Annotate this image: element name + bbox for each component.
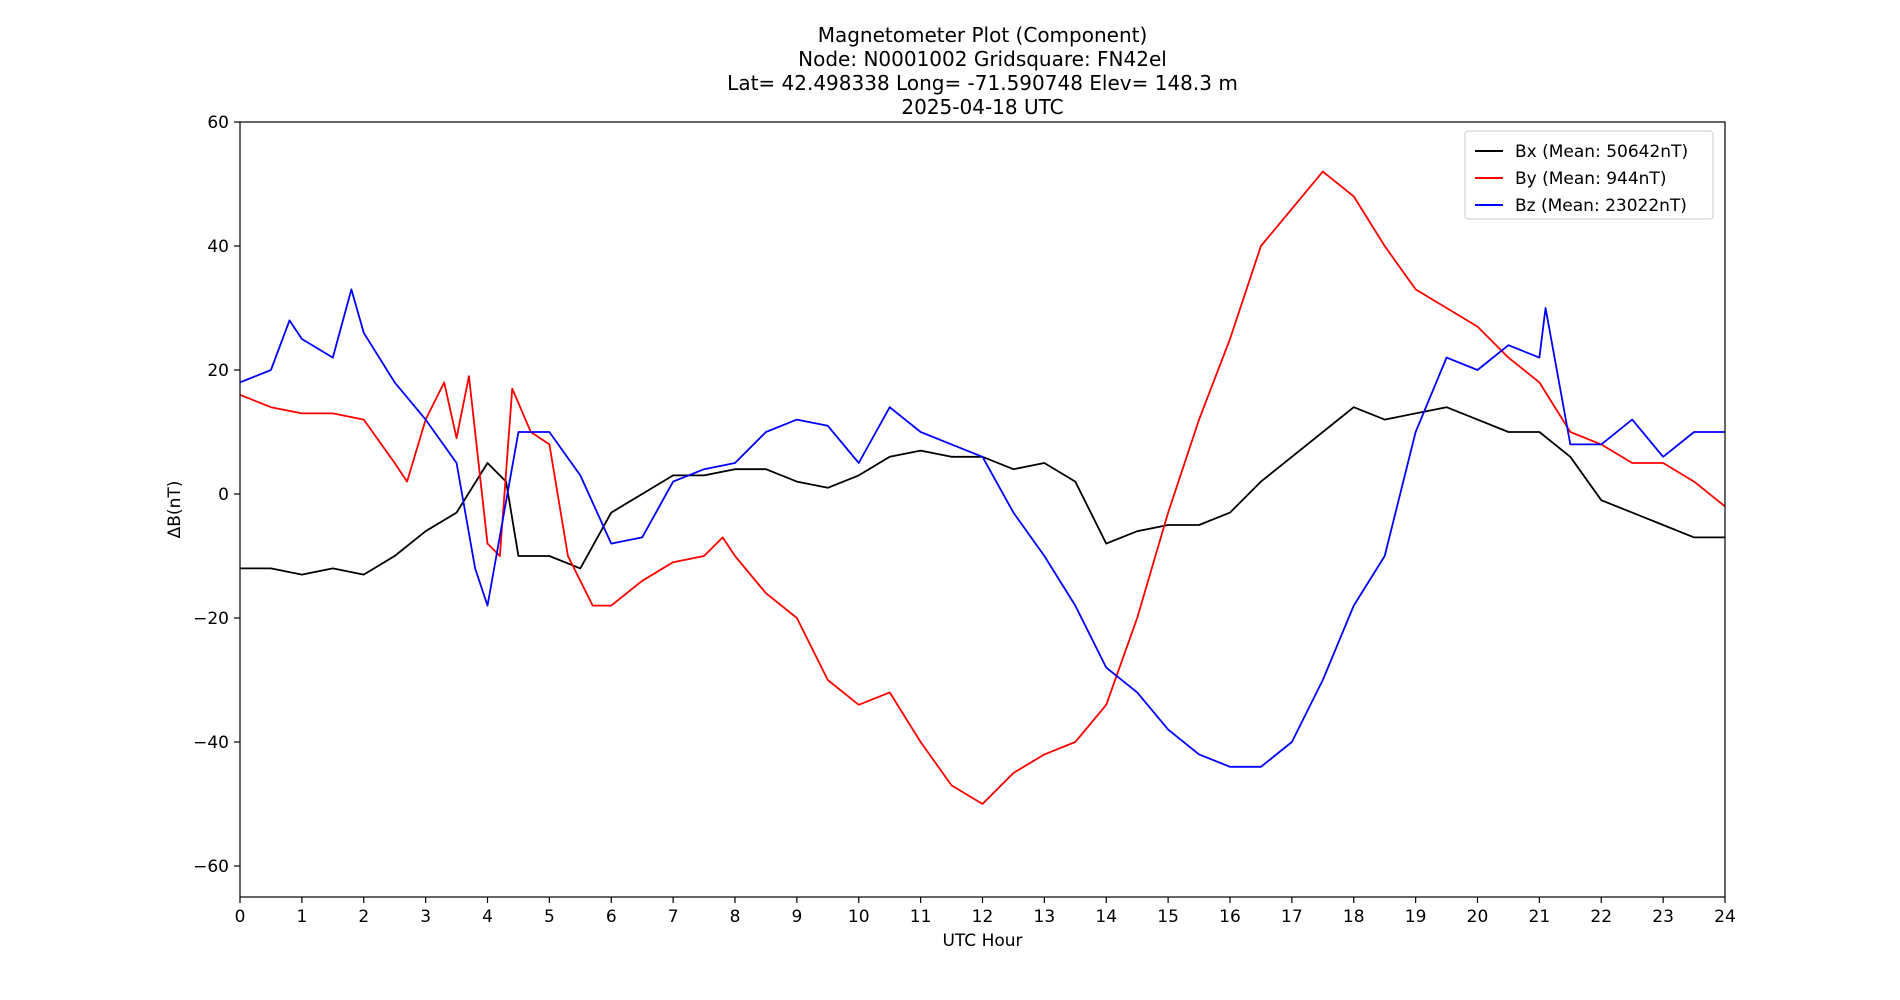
x-tick-label: 7 [668, 907, 679, 927]
plot-series [240, 170, 1725, 805]
x-tick-label: 15 [1157, 907, 1179, 927]
x-axis-ticks: 0 1 2 3 4 5 6 7 8 9 10 11 12 13 14 15 16 17 18 19 20 21 22 23 24 [235, 897, 1736, 927]
x-tick-label: 23 [1652, 907, 1674, 927]
y-tick-label: −60 [193, 857, 229, 877]
x-tick-label: 9 [791, 907, 802, 927]
y-axis-label: ΔB(nT) [165, 481, 185, 539]
x-tick-label: 4 [482, 907, 493, 927]
legend-entry: Bz (Mean: 23022nT) [1515, 196, 1687, 216]
x-tick-label: 10 [848, 907, 870, 927]
x-axis-label: UTC Hour [942, 931, 1022, 951]
legend-entry: By (Mean: 944nT) [1515, 169, 1666, 189]
legend-entry: Bx (Mean: 50642nT) [1515, 142, 1688, 162]
x-tick-label: 14 [1095, 907, 1117, 927]
x-tick-label: 5 [544, 907, 555, 927]
legend-box [1464, 130, 1714, 220]
x-tick-label: 19 [1405, 907, 1427, 927]
title-line: 2025-04-18 UTC [901, 95, 1063, 119]
x-tick-label: 2 [358, 907, 369, 927]
x-tick-label: 0 [235, 907, 246, 927]
y-axis-ticks: 60 40 20 0 −20 −40 −60 [193, 113, 240, 877]
y-tick-label: 0 [218, 485, 229, 505]
title-line: Magnetometer Plot (Component) [818, 23, 1148, 47]
x-tick-label: 17 [1281, 907, 1303, 927]
series-line-bz [240, 288, 1725, 768]
y-tick-label: 60 [207, 113, 229, 133]
x-tick-label: 13 [1034, 907, 1056, 927]
x-tick-label: 20 [1467, 907, 1489, 927]
x-tick-label: 18 [1343, 907, 1365, 927]
axes-frame [239, 121, 1726, 898]
x-tick-label: 24 [1714, 907, 1736, 927]
x-tick-label: 22 [1590, 907, 1612, 927]
x-tick-label: 21 [1529, 907, 1551, 927]
y-tick-label: −20 [193, 609, 229, 629]
series-line-bx [240, 406, 1725, 576]
legend: Bx (Mean: 50642nT) By (Mean: 944nT) Bz (Me… [1464, 130, 1714, 220]
title-line: Lat= 42.498338 Long= -71.590748 Elev= 14… [727, 71, 1238, 95]
chart-title: Magnetometer Plot (Component)Node: N0001… [727, 23, 1238, 119]
x-tick-label: 6 [606, 907, 617, 927]
x-tick-label: 16 [1219, 907, 1241, 927]
x-tick-label: 8 [730, 907, 741, 927]
title-line: Node: N0001002 Gridsquare: FN42el [798, 47, 1167, 71]
y-tick-label: 20 [207, 361, 229, 381]
x-tick-label: 1 [296, 907, 307, 927]
y-tick-label: 40 [207, 237, 229, 257]
y-tick-label: −40 [193, 733, 229, 753]
x-tick-label: 12 [972, 907, 994, 927]
x-tick-label: 11 [910, 907, 932, 927]
series-line-by [240, 170, 1725, 805]
x-tick-label: 3 [420, 907, 431, 927]
